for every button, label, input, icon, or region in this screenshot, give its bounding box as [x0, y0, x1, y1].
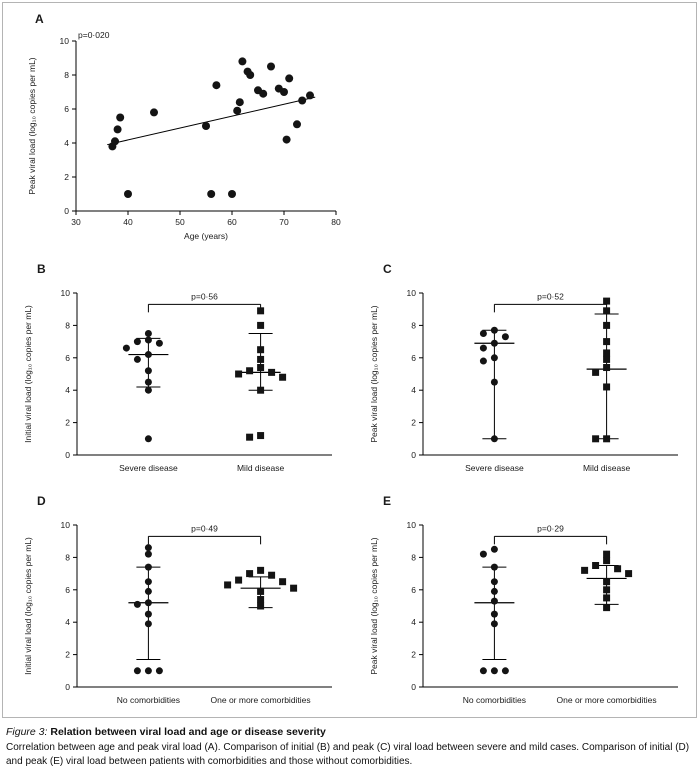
svg-text:6: 6: [411, 353, 416, 363]
figure-panel: A 0 2 4 6 8 10 30 40 50 60 70 80 Age (years) Peak vira…: [2, 2, 697, 718]
svg-text:6: 6: [64, 104, 69, 114]
svg-text:E: E: [383, 494, 391, 508]
svg-text:Mild disease: Mild disease: [237, 463, 285, 473]
svg-text:10: 10: [60, 36, 70, 46]
svg-text:2: 2: [411, 650, 416, 660]
svg-text:Peak viral load (log₁₀ copies: Peak viral load (log₁₀ copies per mL): [369, 537, 379, 674]
svg-text:10: 10: [407, 520, 417, 530]
svg-text:2: 2: [65, 650, 70, 660]
svg-text:A: A: [35, 12, 44, 26]
svg-text:10: 10: [61, 288, 71, 298]
figure-description: Correlation between age and peak viral l…: [6, 742, 690, 767]
svg-text:D: D: [37, 494, 46, 508]
svg-text:8: 8: [411, 552, 416, 562]
figure-label: Figure 3:: [6, 726, 48, 738]
svg-text:8: 8: [411, 320, 416, 330]
svg-text:4: 4: [65, 617, 70, 627]
svg-text:2: 2: [411, 418, 416, 428]
svg-text:B: B: [37, 262, 46, 276]
svg-text:4: 4: [65, 385, 70, 395]
svg-text:50: 50: [175, 217, 185, 227]
svg-text:70: 70: [279, 217, 289, 227]
svg-text:No comorbidities: No comorbidities: [463, 695, 526, 705]
svg-text:0: 0: [65, 682, 70, 692]
svg-text:p=0·020: p=0·020: [78, 30, 110, 40]
svg-text:p=0·52: p=0·52: [537, 291, 564, 301]
svg-text:One or more comorbidities: One or more comorbidities: [211, 695, 311, 705]
svg-text:4: 4: [411, 617, 416, 627]
svg-text:C: C: [383, 262, 392, 276]
svg-text:Age (years): Age (years): [184, 231, 228, 241]
svg-text:Peak viral load (log₁₀ copies: Peak viral load (log₁₀ copies per mL): [369, 305, 379, 442]
caption-title-line: Figure 3: Relation between viral load an…: [6, 726, 694, 738]
svg-text:Severe disease: Severe disease: [119, 463, 178, 473]
svg-text:30: 30: [71, 217, 81, 227]
svg-text:One or more comorbidities: One or more comorbidities: [557, 695, 657, 705]
svg-text:p=0·56: p=0·56: [191, 291, 218, 301]
svg-text:Initial viral load (log₁₀ copi: Initial viral load (log₁₀ copies per mL): [23, 305, 33, 443]
panel-d-initial-viral-load-comorbidity-chart: D 0 2 4 6 8 10 Initial viral load (log₁₀ copies…: [23, 494, 332, 705]
svg-text:6: 6: [411, 585, 416, 595]
panel-e-peak-viral-load-comorbidity-chart: E 0 2 4 6 8 10 Peak viral load (log₁₀ copies pe…: [369, 494, 678, 705]
svg-text:No comorbidities: No comorbidities: [117, 695, 180, 705]
panel-c-peak-viral-load-severity-chart: C 0 2 4 6 8 10 Peak viral load (log₁₀ copies pe…: [369, 262, 678, 473]
svg-text:Severe disease: Severe disease: [465, 463, 524, 473]
svg-text:2: 2: [65, 418, 70, 428]
svg-text:Initial viral load (log₁₀ copi: Initial viral load (log₁₀ copies per mL): [23, 537, 33, 675]
svg-text:0: 0: [411, 682, 416, 692]
svg-text:4: 4: [64, 138, 69, 148]
svg-text:0: 0: [64, 206, 69, 216]
svg-text:8: 8: [64, 70, 69, 80]
svg-text:p=0·49: p=0·49: [191, 523, 218, 533]
svg-text:4: 4: [411, 385, 416, 395]
svg-text:40: 40: [123, 217, 133, 227]
svg-text:2: 2: [64, 172, 69, 182]
svg-text:80: 80: [331, 217, 341, 227]
svg-text:p=0·29: p=0·29: [537, 523, 564, 533]
svg-text:10: 10: [61, 520, 71, 530]
svg-text:8: 8: [65, 552, 70, 562]
svg-text:Mild disease: Mild disease: [583, 463, 631, 473]
figure-caption: Figure 3: Relation between viral load an…: [6, 726, 694, 769]
svg-text:Peak viral load (log₁₀ copies: Peak viral load (log₁₀ copies per mL): [27, 57, 37, 194]
svg-text:0: 0: [411, 450, 416, 460]
panel-a-age-scatter-chart: A 0 2 4 6 8 10 30 40 50 60 70 80 Age (years) Peak vira…: [27, 12, 341, 241]
figure-title: Relation between viral load and age or d…: [50, 726, 326, 738]
panel-b-initial-viral-load-severity-chart: B 0 2 4 6 8 10 Initial viral load (log₁₀ copies…: [23, 262, 332, 473]
svg-text:6: 6: [65, 353, 70, 363]
svg-text:60: 60: [227, 217, 237, 227]
svg-text:0: 0: [65, 450, 70, 460]
svg-text:10: 10: [407, 288, 417, 298]
svg-text:8: 8: [65, 320, 70, 330]
svg-text:6: 6: [65, 585, 70, 595]
